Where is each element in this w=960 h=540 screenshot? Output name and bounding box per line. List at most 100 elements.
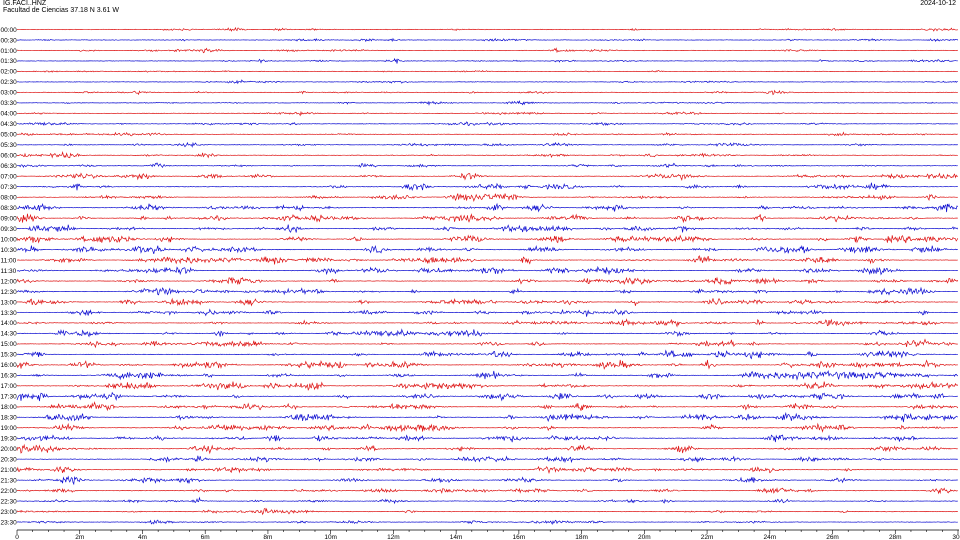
x-tick-label: 8m: [263, 534, 272, 540]
row-label: 16:30: [1, 373, 18, 380]
row-label: 11:30: [1, 268, 17, 275]
seismic-trace: [16, 286, 958, 296]
seismic-trace: [16, 265, 958, 276]
seismic-trace: [16, 234, 959, 244]
row-label: 00:00: [1, 27, 18, 34]
row-label: 17:30: [1, 394, 18, 401]
row-label: 08:00: [1, 194, 18, 201]
row-label: 09:30: [1, 226, 18, 233]
row-label: 00:30: [1, 37, 18, 44]
row-label: 17:00: [1, 383, 18, 390]
row-label: 10:00: [1, 236, 18, 243]
row-label: 07:00: [1, 174, 18, 181]
row-label: 12:00: [1, 278, 18, 285]
seismic-trace: [16, 193, 958, 203]
x-tick-label: 0: [15, 534, 19, 540]
row-label: 06:30: [1, 163, 18, 170]
row-label: 20:30: [1, 456, 18, 463]
x-tick-label: 26m: [826, 534, 839, 540]
row-label: 14:00: [1, 320, 18, 327]
row-label: 19:30: [1, 436, 18, 443]
seismic-trace: [16, 475, 958, 486]
x-tick-label: 20m: [638, 534, 651, 540]
x-tick-label: 28m: [889, 534, 902, 540]
seismic-trace: [16, 100, 958, 106]
row-label: 02:00: [1, 69, 18, 76]
seismic-trace: [16, 496, 958, 505]
row-label: 07:30: [1, 184, 18, 191]
x-tick-label: 30: [952, 534, 960, 540]
row-label: 01:00: [1, 48, 18, 55]
row-label: 16:00: [1, 362, 18, 369]
seismic-trace: [16, 391, 958, 402]
row-label: 21:30: [1, 477, 18, 484]
row-label: 23:00: [1, 509, 18, 516]
x-axis: 0 2m 4m 6m 8m 10m 12m 14m 16m 18m 20m 22m 24m 26m 28m 3…: [15, 529, 960, 540]
seismic-trace: [16, 121, 958, 126]
x-tick-label: 4m: [138, 534, 147, 540]
row-label: 01:30: [1, 58, 18, 65]
x-tick-label: 18m: [575, 534, 588, 540]
seismic-trace: [16, 69, 958, 73]
seismic-trace: [16, 411, 958, 423]
seismic-trace: [16, 422, 958, 433]
x-tick-label: 22m: [701, 534, 714, 540]
x-tick-label: 6m: [201, 534, 210, 540]
trace-group: [16, 26, 959, 526]
seismic-trace: [16, 89, 958, 96]
seismic-trace: [16, 308, 958, 317]
seismic-trace: [16, 162, 958, 169]
row-label: 10:30: [1, 247, 18, 254]
seismic-trace: [16, 255, 958, 265]
seismic-trace: [16, 26, 958, 32]
row-label: 05:00: [1, 132, 18, 139]
seismic-trace: [16, 443, 958, 455]
row-label: 20:00: [1, 446, 18, 453]
seismic-trace: [16, 182, 958, 191]
row-label: 21:00: [1, 467, 18, 474]
seismic-trace: [16, 245, 958, 254]
x-tick-label: 16m: [513, 534, 526, 540]
seismic-trace: [17, 224, 959, 233]
row-label: 15:30: [1, 352, 18, 359]
row-label: 23:30: [1, 519, 18, 526]
row-label: 14:30: [1, 331, 18, 338]
seismic-trace: [16, 318, 958, 328]
x-tick-label: 14m: [450, 534, 463, 540]
row-label: 13:30: [1, 310, 18, 317]
seismic-trace: [16, 213, 958, 224]
row-label: 11:00: [1, 257, 17, 264]
row-label: 04:00: [1, 111, 18, 118]
row-label-group: 00:00 00:30 01:00 01:30 02:00 02:30 03:00 03:30…: [1, 27, 18, 527]
row-label: 12:30: [1, 289, 18, 296]
row-label: 15:00: [1, 341, 18, 348]
row-label: 09:00: [1, 215, 18, 222]
row-label: 18:00: [1, 404, 18, 411]
seismic-trace: [16, 110, 958, 117]
seismic-trace: [17, 37, 959, 43]
seismic-trace: [16, 455, 958, 464]
row-label: 22:30: [1, 498, 18, 505]
x-tick-label: 2m: [75, 534, 84, 540]
plot-date: 2024-10-12: [920, 0, 956, 7]
row-label: 02:30: [1, 79, 18, 86]
seismic-trace: [16, 150, 958, 159]
row-label: 08:30: [1, 205, 18, 212]
seismic-trace: [16, 349, 958, 360]
seismic-trace: [16, 381, 959, 391]
seismic-trace: [16, 141, 958, 148]
row-label: 22:00: [1, 488, 18, 495]
row-label: 05:30: [1, 142, 18, 149]
x-tick-label: 24m: [763, 534, 776, 540]
seismic-trace: [16, 57, 958, 64]
x-tick-label: 12m: [387, 534, 400, 540]
station-location: Facultad de Ciencias 37.18 N 3.61 W: [3, 7, 119, 14]
seismic-trace: [16, 338, 958, 349]
seismic-trace: [16, 401, 959, 412]
seismic-trace: [16, 370, 959, 381]
row-label: 19:00: [1, 425, 18, 432]
seismic-trace: [16, 328, 958, 338]
x-tick-label: 10m: [324, 534, 337, 540]
seismic-trace: [16, 172, 959, 181]
row-label: 13:00: [1, 299, 18, 306]
